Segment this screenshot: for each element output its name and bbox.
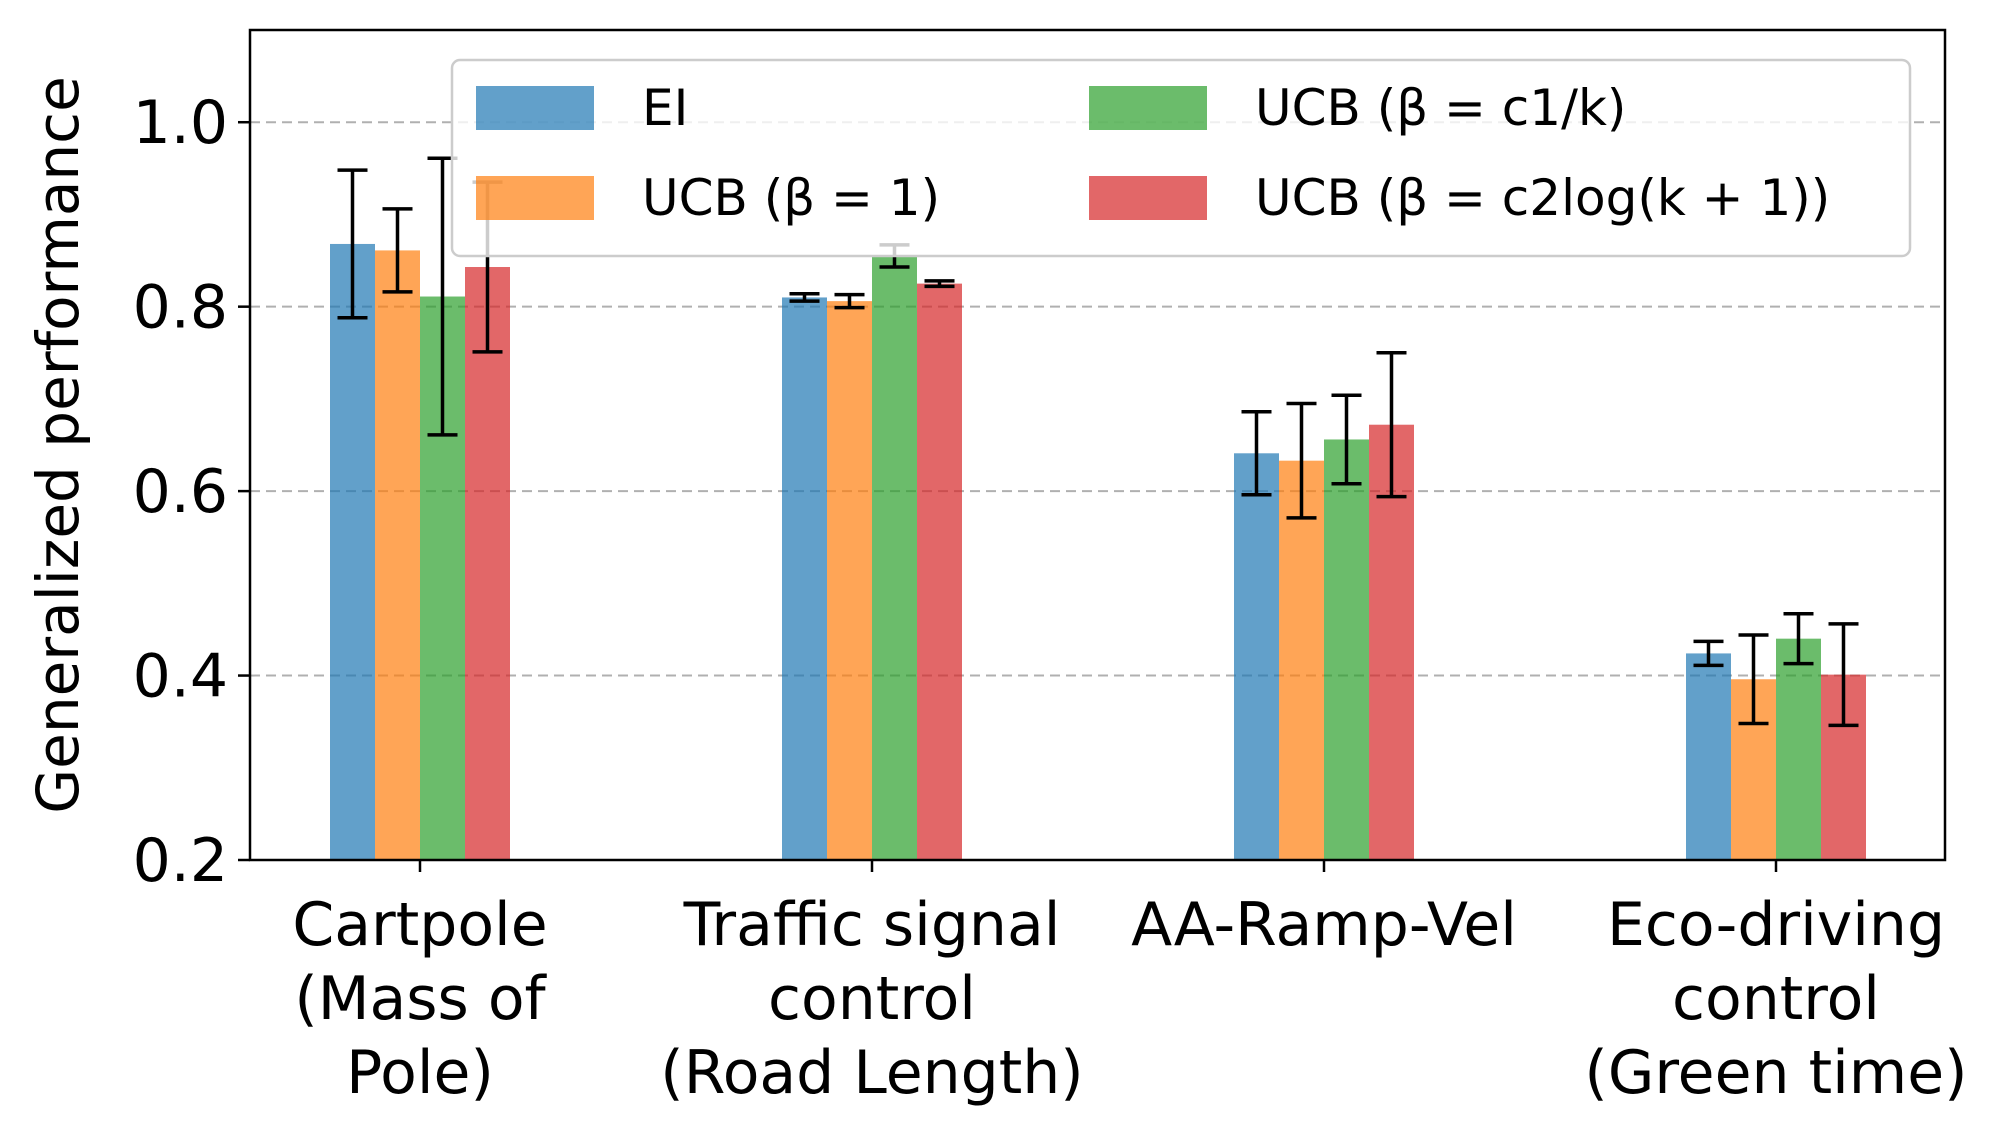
legend-swatch	[1089, 176, 1207, 220]
legend-swatch	[476, 86, 594, 130]
legend-label: EI	[642, 79, 688, 137]
x-tick-label-line: (Green time)	[1584, 1038, 1967, 1108]
x-tick-label: Eco-driving control (Green time)	[1584, 890, 1967, 1108]
x-tick-label-line: Traffic signal	[683, 890, 1061, 960]
x-tick-label-line: Cartpole	[292, 890, 547, 960]
y-axis-ticks: 0.2 0.4 0.6 0.8 1.0	[133, 88, 250, 896]
legend: EI UCB (β = 1) UCB (β = c1/k) UCB (β = c2lo…	[450, 58, 1912, 258]
bar	[375, 250, 420, 860]
bar	[782, 297, 827, 860]
y-tick-label: 0.4	[133, 642, 228, 712]
error-bar	[924, 279, 955, 289]
y-axis-label: Generalized performance	[24, 76, 92, 814]
bar	[1234, 453, 1279, 860]
y-tick-label: 0.6	[133, 457, 228, 527]
y-tick-label: 0.2	[133, 826, 228, 896]
legend-swatch	[476, 176, 594, 220]
error-bar	[834, 292, 865, 310]
x-tick-label: Traffic signal control (Road Length)	[660, 890, 1083, 1108]
legend-label: UCB (β = c1/k)	[1255, 79, 1626, 137]
bar	[917, 283, 962, 861]
plot-frame	[248, 28, 1947, 862]
error-bar	[382, 207, 413, 294]
error-bar	[1286, 401, 1317, 520]
y-tick-label: 0.8	[133, 273, 228, 343]
x-tick-label-line: Eco-driving	[1607, 890, 1945, 960]
bar	[1279, 460, 1324, 860]
error-bar	[1783, 612, 1814, 666]
y-tick-label: 1.0	[133, 88, 228, 158]
error-bar	[1331, 393, 1362, 486]
error-bar	[1376, 351, 1407, 499]
bar	[1324, 439, 1369, 860]
x-tick-label-line: (Mass of	[294, 964, 547, 1034]
bar-group	[330, 243, 1866, 861]
legend-swatch	[1089, 86, 1207, 130]
error-bar	[1693, 639, 1724, 668]
bar	[465, 267, 510, 860]
x-tick-label-line: AA-Ramp-Vel	[1131, 890, 1517, 960]
bar	[330, 243, 375, 860]
error-bar	[337, 168, 368, 320]
x-tick-label-line: Pole)	[346, 1038, 494, 1108]
error-bar	[1241, 410, 1272, 497]
x-axis-ticks: Cartpole (Mass of Pole)Traffic signal contr…	[292, 860, 1968, 1108]
legend-box	[450, 58, 1912, 258]
legend-label: UCB (β = c2log(k + 1))	[1255, 169, 1830, 227]
bar	[827, 301, 872, 861]
x-tick-label: Cartpole (Mass of Pole)	[292, 890, 547, 1108]
x-tick-label-line: control	[1672, 964, 1880, 1034]
x-tick-label-line: (Road Length)	[660, 1038, 1083, 1108]
bar	[1776, 638, 1821, 860]
bar	[1686, 653, 1731, 860]
legend-label: UCB (β = 1)	[642, 169, 940, 227]
error-bar	[789, 292, 820, 303]
error-bar	[1738, 633, 1769, 726]
error-bar	[1828, 622, 1859, 728]
x-tick-label: AA-Ramp-Vel	[1131, 890, 1517, 960]
x-tick-label-line: control	[768, 964, 976, 1034]
bar	[872, 255, 917, 860]
